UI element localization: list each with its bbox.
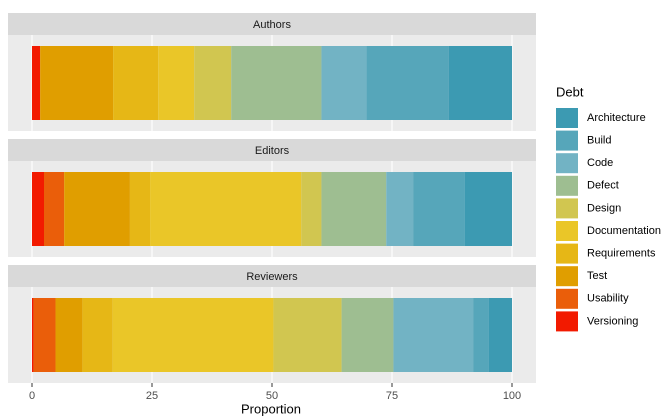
x-tick-label: 50 — [266, 390, 278, 402]
facet-label: Reviewers — [246, 271, 298, 283]
legend-label: Build — [587, 135, 611, 147]
bar-segment — [129, 172, 151, 246]
bar-segment — [231, 46, 322, 120]
facet-strip — [8, 139, 536, 161]
x-tick-label: 100 — [503, 390, 521, 402]
legend-key — [556, 130, 578, 151]
legend-key — [556, 198, 578, 219]
bar-segment — [150, 172, 302, 246]
legend-key — [556, 311, 578, 332]
facet-label: Editors — [255, 145, 290, 157]
legend-title: Debt — [556, 84, 584, 99]
legend-key — [556, 288, 578, 309]
legend-label: Code — [587, 157, 613, 169]
bar-segment — [386, 172, 414, 246]
bar-segment — [158, 46, 195, 120]
bar-segment — [366, 46, 449, 120]
bar-segment — [44, 172, 65, 246]
bar-segment — [194, 46, 232, 120]
x-tick-label: 0 — [29, 390, 35, 402]
facet-strip — [8, 13, 536, 35]
legend-label: Test — [587, 270, 607, 282]
legend-key — [556, 153, 578, 174]
x-axis-label: Proportion — [241, 401, 301, 416]
bar-segment — [301, 172, 322, 246]
facet-strip — [8, 265, 536, 287]
bar-segment — [64, 172, 130, 246]
legend-label: Usability — [587, 293, 629, 305]
bar-segment — [40, 46, 114, 120]
legend-label: Requirements — [587, 248, 656, 260]
legend-label: Architecture — [587, 112, 646, 124]
legend-label: Versioning — [587, 315, 638, 327]
legend-key — [556, 243, 578, 264]
bar-segment — [113, 46, 159, 120]
bar-segment — [55, 298, 83, 372]
bar-segment — [33, 298, 56, 372]
legend-key — [556, 266, 578, 287]
bar-segment — [393, 298, 474, 372]
x-tick-label: 75 — [386, 390, 398, 402]
bar-segment — [32, 46, 41, 120]
bar-segment — [273, 298, 342, 372]
bar-segment — [464, 172, 512, 246]
bar-segment — [32, 172, 44, 246]
bar-segment — [488, 298, 512, 372]
legend-key — [556, 108, 578, 128]
bar-segment — [448, 46, 512, 120]
bar-segment — [321, 46, 367, 120]
legend-key — [556, 175, 578, 196]
bar-segment — [82, 298, 113, 372]
bar-segment — [341, 298, 394, 372]
bar-segment — [413, 172, 465, 246]
bar-segment — [321, 172, 387, 246]
legend-label: Defect — [587, 180, 619, 192]
legend-label: Design — [587, 202, 621, 214]
x-tick-label: 25 — [146, 390, 158, 402]
legend-key — [556, 221, 578, 241]
legend-label: Documentation — [587, 225, 661, 237]
bar-segment — [473, 298, 489, 372]
facet-label: Authors — [253, 19, 291, 31]
bar-segment — [112, 298, 274, 372]
bar-segment — [32, 298, 34, 372]
